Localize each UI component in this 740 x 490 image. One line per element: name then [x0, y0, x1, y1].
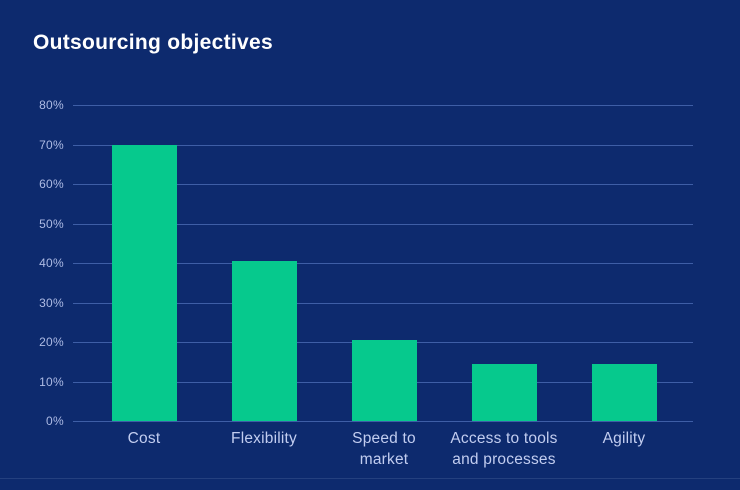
x-tick-label-agility: Agility — [602, 430, 646, 447]
x-tick-label-speed-to-market: Speed to market — [352, 430, 416, 468]
y-tick-label: 10% — [39, 374, 64, 389]
bar-series — [84, 105, 684, 421]
y-tick-label: 40% — [39, 256, 64, 270]
gridline — [73, 105, 693, 106]
y-tick-label: 30% — [39, 295, 64, 310]
gridline — [73, 184, 693, 185]
x-tick-label-access-to-tools-and-processes: Access to tools and processes — [450, 430, 558, 468]
gridline — [73, 263, 693, 264]
bar-agility[interactable] — [591, 363, 657, 421]
bar-access-to-tools-and-processes[interactable] — [471, 363, 537, 421]
y-tick-label: 60% — [39, 177, 64, 191]
gridline — [73, 223, 693, 225]
gridline — [73, 302, 693, 304]
gridline — [73, 144, 693, 146]
gridline — [73, 421, 693, 422]
y-tick-label: 70% — [39, 137, 64, 152]
y-tick-label: 20% — [39, 335, 64, 349]
bar-cost[interactable] — [111, 144, 177, 421]
y-tick-label: 50% — [39, 216, 64, 231]
y-tick-label: 0% — [46, 414, 64, 428]
bottom-divider — [0, 478, 740, 479]
x-tick-label-cost: Cost — [127, 430, 161, 447]
bar-speed-to-market[interactable] — [351, 340, 417, 421]
x-tick-label-flexibility: Flexibility — [231, 430, 297, 447]
y-tick-label: 80% — [39, 98, 64, 112]
chart-title: Outsourcing objectives — [33, 31, 273, 54]
y-axis: 80% 70% 60% 50% 40% 30% 20% 10% 0% — [0, 98, 64, 428]
bar-flexibility[interactable] — [231, 261, 297, 421]
